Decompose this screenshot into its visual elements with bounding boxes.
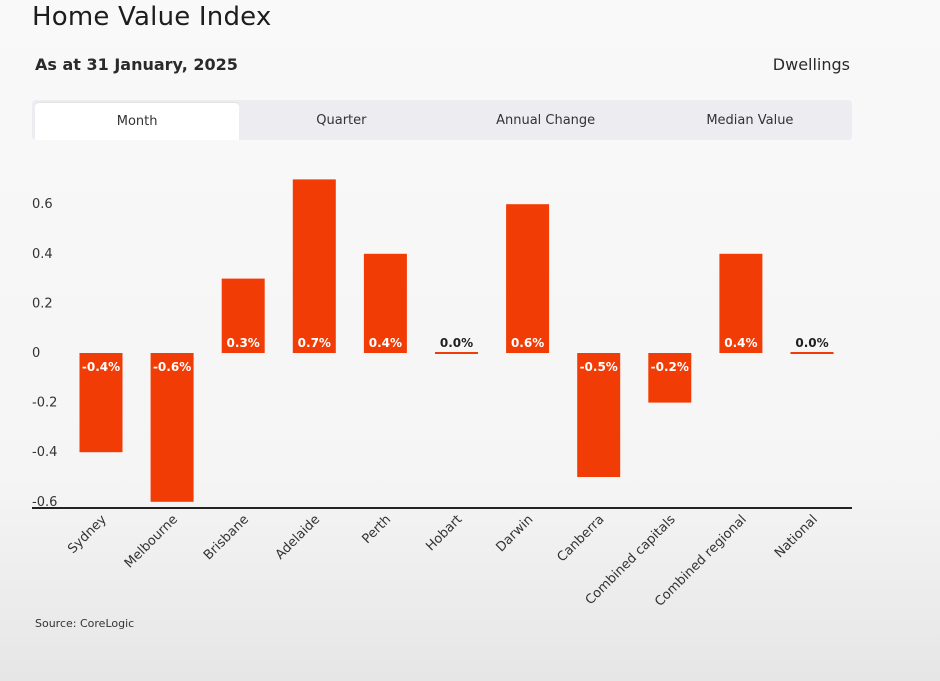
source-note: Source: CoreLogic bbox=[35, 617, 135, 630]
y-tick-label: 0.2 bbox=[32, 296, 53, 311]
data-label: 0.0% bbox=[795, 336, 828, 350]
data-label: 0.7% bbox=[298, 336, 331, 350]
data-label: 0.0% bbox=[440, 336, 473, 350]
tab-quarter[interactable]: Quarter bbox=[316, 112, 367, 128]
bar bbox=[719, 253, 763, 353]
data-label: 0.4% bbox=[724, 336, 757, 350]
x-tick-label: Brisbane bbox=[201, 512, 252, 563]
bar bbox=[150, 353, 194, 502]
bar bbox=[292, 179, 336, 353]
x-tick-label: Sydney bbox=[65, 512, 110, 557]
y-tick-label: 0.4 bbox=[32, 247, 53, 262]
bar bbox=[577, 353, 621, 477]
bar bbox=[363, 253, 407, 353]
x-tick-label: Perth bbox=[360, 512, 395, 547]
bar bbox=[79, 353, 123, 453]
x-tick-label: Adelaide bbox=[273, 512, 323, 562]
bar bbox=[435, 352, 478, 354]
x-tick-label: Darwin bbox=[493, 512, 536, 555]
bar bbox=[790, 352, 834, 354]
x-tick-label: Melbourne bbox=[122, 512, 181, 571]
data-label: -0.4% bbox=[82, 360, 120, 374]
y-tick-label: 0.6 bbox=[32, 197, 53, 212]
tab-bar: Month Quarter Annual Change Median Value bbox=[32, 100, 852, 140]
data-label: 0.6% bbox=[511, 336, 544, 350]
tab-annual-change[interactable]: Annual Change bbox=[496, 112, 596, 128]
data-label: -0.6% bbox=[153, 360, 191, 374]
y-tick-label: 0 bbox=[32, 346, 40, 361]
tab-median-value[interactable]: Median Value bbox=[706, 112, 794, 128]
bar-chart: 0.6 0.4 0.2 0 -0.2 -0.4 -0.6 -0.4% -0.6% 0.3% 0.7%… bbox=[32, 179, 852, 610]
data-label: 0.4% bbox=[369, 336, 402, 350]
bar bbox=[648, 353, 692, 403]
y-tick-label: -0.6 bbox=[32, 495, 57, 510]
y-tick-label: -0.2 bbox=[32, 396, 57, 411]
bar bbox=[506, 204, 550, 353]
bar bbox=[221, 278, 265, 353]
dwellings-label: Dwellings bbox=[772, 55, 850, 74]
x-tick-label: Canberra bbox=[555, 512, 608, 565]
x-tick-label: National bbox=[772, 512, 821, 561]
data-label: -0.5% bbox=[580, 360, 618, 374]
as-at-date: As at 31 January, 2025 bbox=[35, 55, 238, 74]
y-tick-label: -0.4 bbox=[32, 445, 57, 460]
x-tick-label: Hobart bbox=[423, 512, 465, 554]
data-label: -0.2% bbox=[651, 360, 689, 374]
page-title: Home Value Index bbox=[32, 2, 272, 32]
tab-month[interactable]: Month bbox=[35, 103, 240, 140]
data-label: 0.3% bbox=[227, 336, 260, 350]
